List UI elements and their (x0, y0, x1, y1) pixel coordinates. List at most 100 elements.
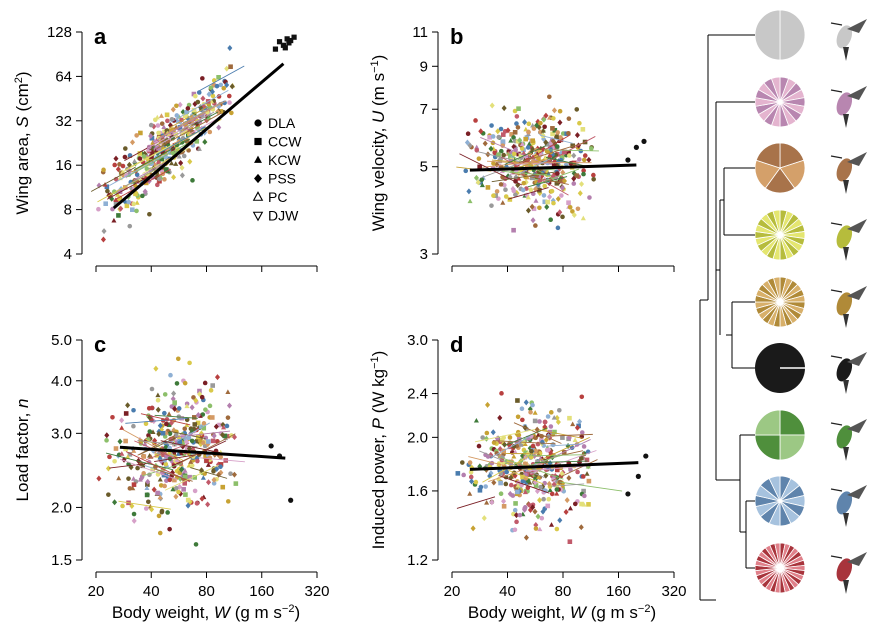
data-point (182, 426, 188, 432)
data-point (509, 132, 514, 137)
x-tick-label: 40 (143, 583, 160, 600)
data-point (124, 203, 130, 209)
species-trend-line (164, 464, 219, 491)
species-trend-line (507, 187, 549, 200)
data-point (504, 469, 509, 475)
data-point (567, 539, 573, 544)
data-point (467, 491, 473, 496)
data-point (571, 152, 577, 159)
clade-pie-icon (754, 76, 806, 128)
y-label-text: Wing velocity, (369, 123, 388, 231)
data-point (557, 108, 563, 114)
data-point (198, 441, 204, 448)
species-trend-line (168, 106, 208, 129)
data-point (537, 149, 542, 155)
data-point (176, 406, 182, 411)
data-point (180, 109, 186, 116)
data-point (143, 506, 149, 511)
data-point (491, 193, 496, 198)
data-point (192, 415, 197, 420)
data-point (187, 474, 192, 480)
data-point (143, 421, 149, 426)
y-tick-label: 64 (55, 68, 72, 85)
data-point (560, 214, 565, 220)
data-point (203, 435, 209, 441)
data-point (221, 85, 227, 91)
legend-marker (252, 191, 264, 201)
data-point (496, 134, 502, 140)
data-point (511, 135, 516, 140)
data-point (179, 164, 185, 171)
data-point (182, 481, 188, 486)
x-tick-label: 320 (661, 583, 686, 600)
y-axis-label: Wing velocity, U (m s−1) (369, 55, 388, 232)
data-point (545, 199, 550, 205)
data-point (503, 194, 509, 199)
data-point (119, 425, 125, 430)
data-point (181, 487, 186, 492)
species-trend-line (152, 113, 206, 143)
data-point (566, 435, 572, 440)
data-point (137, 151, 143, 156)
data-point (522, 119, 528, 126)
panel-label: c (94, 332, 106, 357)
data-point (503, 187, 508, 192)
bird-tail (843, 314, 849, 328)
y-tick-label: 2.0 (407, 429, 428, 446)
data-point (149, 405, 155, 411)
species-trend-line (491, 171, 556, 183)
data-point (189, 438, 195, 444)
data-point (184, 422, 190, 428)
data-point (104, 432, 110, 439)
data-point (546, 446, 552, 453)
species-trend-line (544, 443, 583, 447)
x-axis-label: Body weight, W (g m s−2) (468, 603, 656, 622)
data-point (496, 462, 502, 469)
data-point (549, 491, 555, 497)
data-point (96, 182, 102, 189)
data-point (473, 174, 480, 181)
pie-slice (754, 409, 781, 436)
data-point (582, 493, 587, 499)
data-point (118, 205, 124, 212)
data-point (580, 474, 586, 479)
data-point (516, 106, 521, 111)
y-tick-label: 5.0 (51, 332, 72, 349)
data-point (178, 160, 184, 167)
data-point (156, 146, 161, 151)
data-point (214, 374, 221, 381)
data-point (522, 441, 528, 446)
data-point (526, 435, 531, 441)
data-point (578, 524, 584, 531)
data-point (543, 436, 549, 443)
data-point (537, 205, 542, 211)
data-point (591, 172, 596, 178)
data-point (554, 526, 560, 532)
data-point (523, 136, 528, 142)
data-point (563, 509, 569, 515)
data-point (131, 423, 136, 429)
data-point (496, 152, 501, 158)
bird-beak (830, 155, 843, 159)
data-point (495, 128, 501, 135)
data-point (193, 93, 198, 99)
data-point (135, 465, 140, 471)
species-trend-line (122, 429, 181, 462)
data-point (566, 200, 571, 205)
data-point (158, 139, 164, 145)
data-point (142, 188, 148, 195)
data-point (218, 469, 224, 476)
data-point (517, 512, 523, 518)
data-point (157, 176, 162, 182)
data-point (113, 446, 119, 451)
data-point (227, 93, 232, 99)
data-point (551, 155, 557, 160)
data-point (189, 463, 195, 468)
data-point (123, 438, 128, 444)
data-point (203, 407, 208, 412)
data-point (216, 124, 222, 131)
data-point (568, 467, 573, 473)
data-point (512, 108, 518, 114)
data-point (166, 411, 172, 416)
bird-wing (847, 552, 867, 566)
